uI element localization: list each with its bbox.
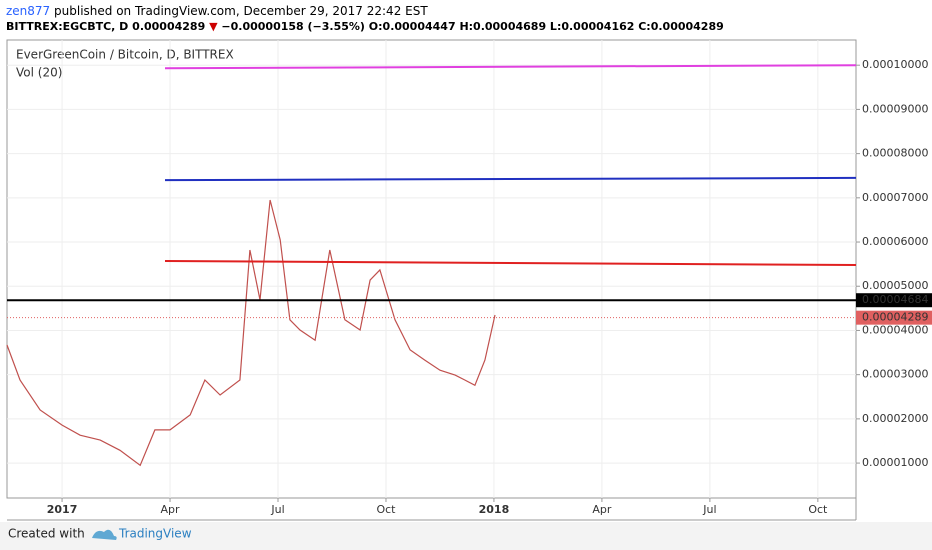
y-tick-label: 0.00003000 <box>862 368 928 381</box>
x-tick-label: Oct <box>376 503 396 516</box>
x-tick-label: Apr <box>161 503 181 516</box>
y-tick-label: 0.00008000 <box>862 147 928 160</box>
change: −0.00000158 (−3.55%) <box>221 20 365 33</box>
y-tick-label: 0.00006000 <box>862 235 928 248</box>
down-arrow: ▼ <box>209 20 218 33</box>
level-line <box>164 260 857 266</box>
y-tick-label: 0.00009000 <box>862 102 928 115</box>
x-tick-label: Jul <box>270 503 284 516</box>
price-label-box <box>856 293 932 308</box>
chart-title: EverGreenCoin / Bitcoin, D, BITTREX <box>16 48 234 62</box>
footer-brand[interactable]: TradingView <box>118 527 192 541</box>
logo <box>92 529 117 540</box>
price: 0.00004289 <box>132 20 205 33</box>
ohlc: O:0.00004447 H:0.00004689 L:0.00004162 C… <box>369 20 724 33</box>
y-tick-label: 0.00007000 <box>862 191 928 204</box>
x-tick-label: Apr <box>592 503 612 516</box>
x-tick-label: 2017 <box>47 503 78 516</box>
header-line: zen877 published on TradingView.com, Dec… <box>6 4 428 18</box>
level-line <box>164 176 857 182</box>
chart-subtitle: Vol (20) <box>16 66 62 80</box>
level-line <box>164 64 857 70</box>
y-tick-label: 0.00002000 <box>862 412 928 425</box>
y-tick-label: 0.00010000 <box>862 58 928 71</box>
symbol-line: BITTREX:EGCBTC, D 0.00004289 ▼ −0.000001… <box>6 20 724 33</box>
footer-bar <box>0 522 932 550</box>
footer-created: Created with <box>8 527 85 541</box>
price-label: 0.00004684 <box>862 293 928 306</box>
user[interactable]: zen877 <box>6 4 50 18</box>
symbol: BITTREX:EGCBTC, D <box>6 20 128 33</box>
x-tick-label: Oct <box>808 503 828 516</box>
x-tick-label: 2018 <box>479 503 510 516</box>
price-line <box>6 199 496 467</box>
price-label: 0.00004289 <box>862 311 928 324</box>
y-tick-label: 0.00001000 <box>862 456 928 469</box>
y-tick-label: 0.00005000 <box>862 279 928 292</box>
published: published on TradingView.com, December 2… <box>54 4 428 18</box>
price-label-box <box>856 310 932 325</box>
y-tick-label: 0.00004000 <box>862 323 928 336</box>
x-tick-label: Jul <box>702 503 716 516</box>
